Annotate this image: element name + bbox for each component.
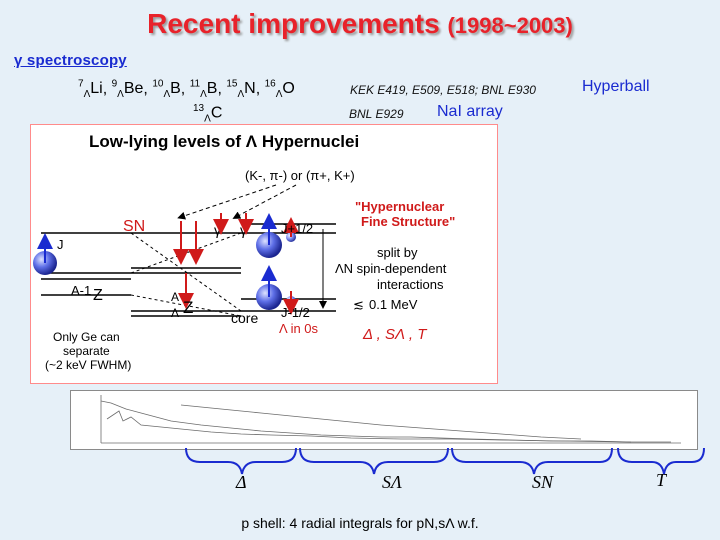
level-diagram: Low-lying levels of Λ Hypernuclei (K-, π… — [30, 124, 498, 384]
ge-note-2: separate — [63, 344, 110, 358]
hyperball-nuclei-list: 7ΛLi, 9ΛBe, 10ΛB, 11ΛB, 15ΛN, 16ΛO — [78, 79, 295, 101]
reaction-label: (K-, π-) or (π+, K+) — [245, 168, 355, 183]
params-label: Δ , SΛ , T — [362, 326, 428, 343]
less-sim-symbol: ≲ — [353, 297, 364, 312]
brace-delta — [185, 447, 297, 475]
spectrum-label-t: T — [656, 470, 667, 490]
split-line-3: interactions — [377, 277, 444, 292]
brace-t — [617, 447, 705, 475]
ge-note-1: Only Ge can — [53, 330, 120, 344]
nucleus-15n: 15ΛN — [226, 79, 256, 101]
spectrum-label-s-lambda: SΛ — [382, 472, 402, 492]
label-j-plus: J+1/2 — [281, 221, 313, 236]
spectrum-svg — [71, 391, 697, 449]
nai-nucleus: 13ΛC — [193, 103, 223, 125]
nai-experiments: BNL E929 — [349, 107, 404, 121]
nucleus-7li: 7ΛLi — [78, 79, 103, 101]
split-line-1: split by — [377, 245, 418, 260]
label-a-z: Z — [183, 298, 193, 317]
footer-note: p shell: 4 radial integrals for pN,sΛ w.… — [241, 515, 479, 531]
brace-s-lambda — [299, 447, 449, 475]
label-j: J — [57, 237, 64, 252]
nucleus-9be: 9ΛBe — [111, 79, 144, 101]
hyperball-experiments: KEK E419, E509, E518; BNL E930 — [350, 83, 536, 97]
gamma-label-1: γ — [214, 222, 221, 238]
nucleus-16o: 16ΛO — [264, 79, 295, 101]
hyperball-detector: Hyperball — [582, 78, 650, 95]
label-j-minus: J-1/2 — [281, 305, 310, 320]
label-lambda-sub: Λ — [171, 306, 179, 320]
nai-detector: NaI array — [437, 103, 503, 120]
label-sn: SN — [123, 218, 145, 235]
split-line-4: 0.1 MeV — [369, 297, 418, 312]
spectrum-label-s-n: SN — [532, 472, 554, 492]
fine-structure-2: Fine Structure" — [361, 214, 455, 229]
nucleus-11b: 11ΛB — [189, 79, 218, 101]
brace-s-n — [451, 447, 613, 475]
label-a-1-z: Z — [93, 287, 103, 304]
diagram-title: Low-lying levels of Λ Hypernuclei — [89, 132, 359, 151]
section-heading: γ spectroscopy — [14, 52, 127, 69]
title-years: (1998~2003) — [447, 13, 573, 38]
title-main: Recent improvements — [147, 8, 440, 39]
level-diagram-svg: Low-lying levels of Λ Hypernuclei (K-, π… — [33, 132, 455, 372]
label-a-1: A-1 — [71, 283, 91, 298]
split-line-2: ΛN spin-dependent — [335, 261, 447, 276]
ge-note-3: (~2 keV FWHM) — [45, 358, 131, 372]
label-core: core — [231, 310, 258, 326]
label-lambda-0s: Λ in 0s — [279, 321, 319, 336]
fine-structure-1: "Hypernuclear — [355, 199, 444, 214]
page-title: Recent improvements (1998~2003) — [0, 8, 720, 40]
brace-group — [185, 447, 705, 475]
spectrum-label-delta: Δ — [236, 472, 247, 492]
label-a: A — [171, 290, 179, 304]
nucleus-10b: 10ΛB — [152, 79, 181, 101]
spectrum-panel — [70, 390, 698, 450]
